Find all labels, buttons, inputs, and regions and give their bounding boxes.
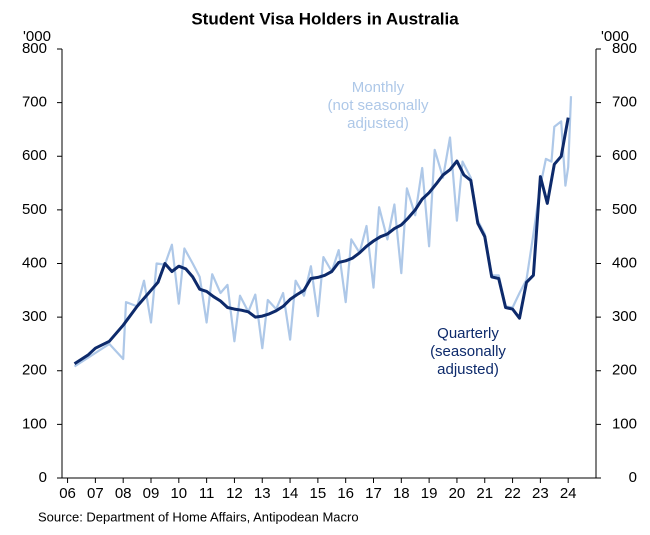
y-tick-label: 200: [22, 362, 47, 379]
y2-tick-label: 300: [612, 308, 637, 325]
y2-tick-label: 400: [612, 254, 637, 271]
y-tick-label: 0: [39, 469, 47, 486]
y-tick-label: 300: [22, 308, 47, 325]
x-tick-label: 21: [476, 485, 493, 502]
source: Source: Department of Home Affairs, Anti…: [38, 509, 359, 524]
chart-title: Student Visa Holders in Australia: [191, 9, 459, 28]
y2-tick-label: 100: [612, 415, 637, 432]
y-tick-label: 400: [22, 254, 47, 271]
legend-label: Monthly: [352, 79, 405, 96]
x-tick-label: 19: [421, 485, 438, 502]
legend-label: (seasonally: [430, 343, 506, 360]
x-tick-label: 09: [143, 485, 160, 502]
x-tick-label: 13: [254, 485, 271, 502]
y2-tick-label: 500: [612, 201, 637, 218]
y-tick-label: 800: [22, 40, 47, 57]
x-tick-label: 15: [310, 485, 327, 502]
x-tick-label: 23: [532, 485, 549, 502]
x-tick-label: 12: [226, 485, 243, 502]
x-tick-label: 18: [393, 485, 410, 502]
legend-label: adjusted): [347, 115, 409, 132]
x-tick-label: 17: [365, 485, 382, 502]
y-tick-label: 100: [22, 415, 47, 432]
y2-tick-label: 800: [612, 40, 637, 57]
legend-label: adjusted): [437, 361, 499, 378]
x-tick-label: 20: [449, 485, 466, 502]
y-tick-label: 500: [22, 201, 47, 218]
x-tick-label: 08: [115, 485, 132, 502]
y-tick-label: 700: [22, 94, 47, 111]
x-tick-label: 14: [282, 485, 299, 502]
y2-unit-label: '000: [601, 28, 629, 45]
x-tick-label: 22: [504, 485, 521, 502]
series-line: [73, 117, 570, 366]
x-tick-label: 07: [87, 485, 104, 502]
y2-tick-label: 600: [612, 147, 637, 164]
x-tick-label: 10: [170, 485, 187, 502]
legend-label: (not seasonally: [328, 97, 429, 114]
y-unit-label: '000: [23, 28, 51, 45]
x-tick-label: 24: [560, 485, 577, 502]
y2-tick-label: 700: [612, 94, 637, 111]
x-tick-label: 11: [199, 485, 215, 502]
x-tick-label: 06: [59, 485, 76, 502]
y2-tick-label: 200: [612, 362, 637, 379]
y2-tick-label: 0: [629, 469, 637, 486]
x-tick-label: 16: [337, 485, 354, 502]
legend-label: Quarterly: [437, 325, 499, 342]
y-tick-label: 600: [22, 147, 47, 164]
